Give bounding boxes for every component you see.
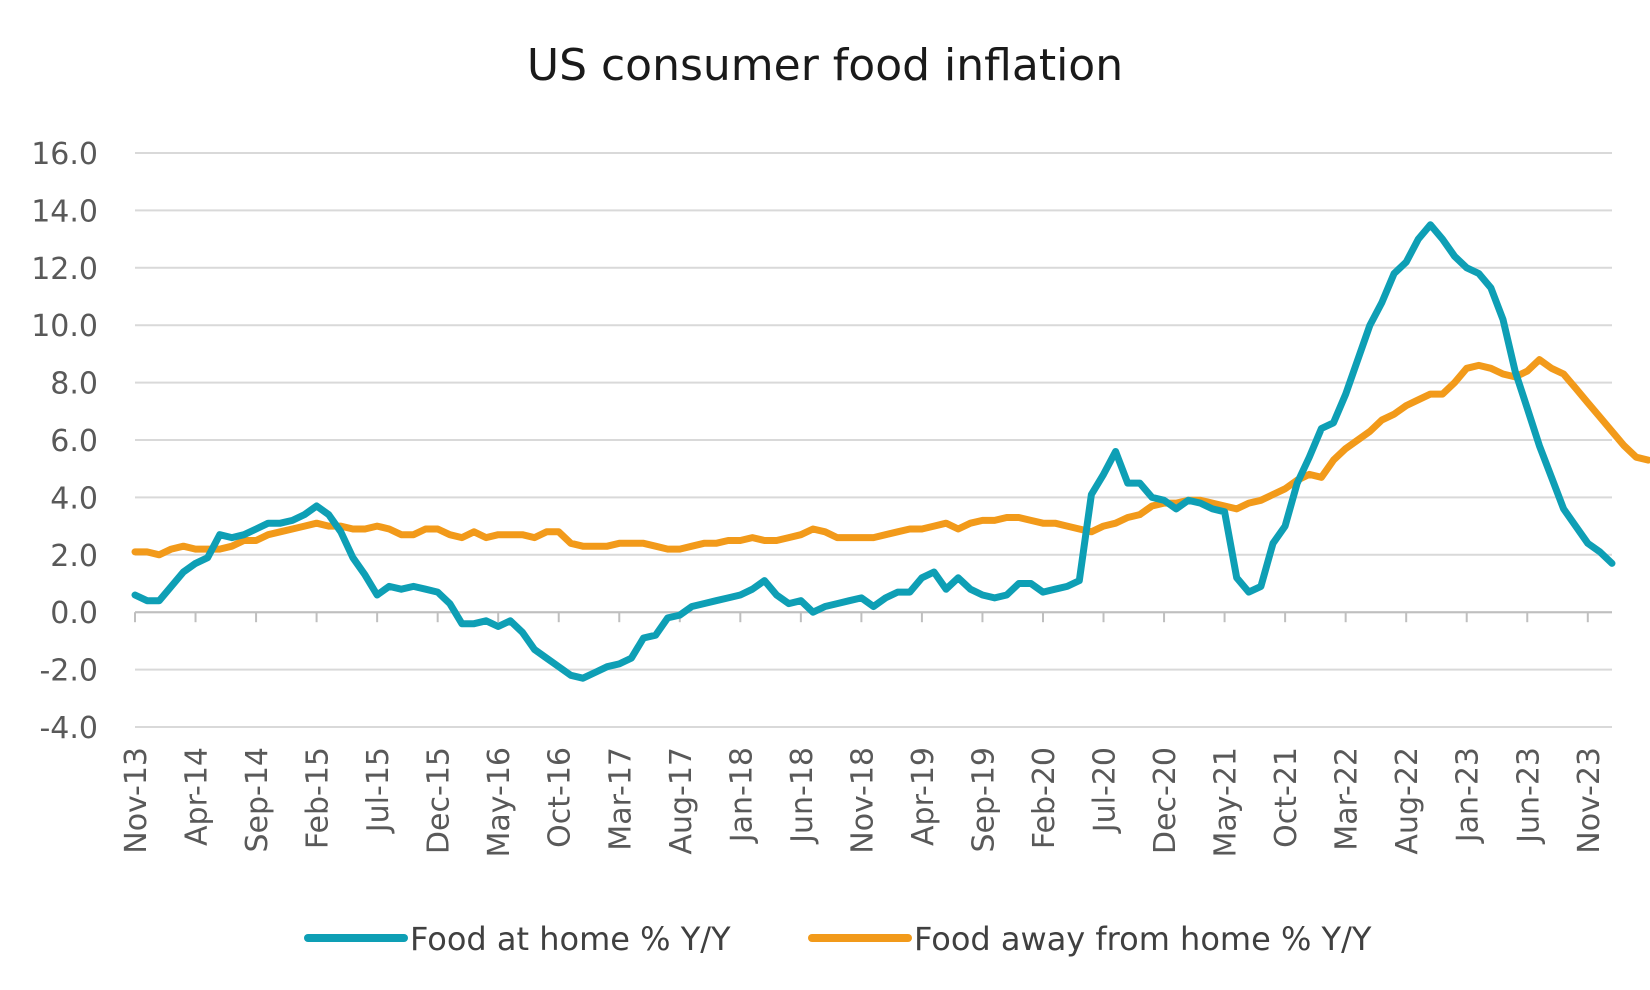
chart-title: US consumer food inflation (526, 40, 1124, 91)
x-tick-label: Dec-15 (422, 747, 457, 854)
gridlines (135, 152, 1612, 728)
x-tick-label: Aug-22 (1390, 747, 1425, 855)
x-tick-label: Sep-19 (966, 747, 1001, 853)
x-tick-label: Apr-14 (180, 747, 215, 846)
x-tick-label: Oct-21 (1269, 747, 1304, 848)
y-tick-label: 12.0 (31, 252, 98, 287)
y-tick-label: 0.0 (50, 596, 98, 631)
legend-label: Food at home % Y/Y (410, 920, 731, 958)
series-line-0 (131, 221, 1616, 682)
x-tick-label: Jan-23 (1451, 747, 1486, 844)
y-tick-label: 10.0 (31, 309, 98, 344)
x-tick-label: Oct-16 (543, 747, 578, 848)
x-axis-ticks: Nov-13 Apr-14 Sep-14 Feb-15 Jul-15 Dec-15 May-… (119, 612, 1607, 858)
y-tick-label: -2.0 (39, 654, 98, 689)
y-tick-label: 6.0 (50, 424, 98, 459)
x-tick-label: Aug-17 (664, 747, 699, 855)
x-tick-label: Dec-20 (1148, 747, 1183, 854)
x-tick-label: Jul-15 (361, 747, 396, 834)
x-tick-label: Feb-20 (1027, 747, 1062, 849)
x-tick-label: Nov-23 (1572, 747, 1607, 854)
x-tick-label: Sep-14 (240, 747, 275, 853)
x-tick-label: Mar-17 (603, 747, 638, 851)
y-tick-label: 16.0 (31, 137, 98, 172)
y-tick-label: 4.0 (50, 481, 98, 516)
y-tick-label: 8.0 (50, 367, 98, 402)
y-axis-ticks: 16.0 14.0 12.0 10.0 8.0 6.0 4.0 2.0 0.0 -2.0 -4.0 (31, 137, 98, 746)
y-tick-label: 14.0 (31, 194, 98, 229)
y-tick-label: -4.0 (39, 711, 98, 746)
x-tick-label: May-21 (1209, 747, 1244, 858)
x-tick-label: Nov-13 (119, 747, 154, 854)
legend-label: Food away from home % Y/Y (914, 920, 1372, 958)
x-tick-label: Jun-18 (785, 747, 820, 845)
x-tick-label: Jan-18 (724, 747, 759, 844)
series-line-1 (131, 356, 1650, 559)
x-tick-label: Mar-22 (1330, 747, 1365, 851)
x-tick-label: Nov-18 (845, 747, 880, 854)
x-tick-label: Apr-19 (906, 747, 941, 846)
x-tick-label: Feb-15 (301, 747, 336, 849)
x-tick-label: Jul-20 (1088, 747, 1123, 834)
y-tick-label: 2.0 (50, 539, 98, 574)
x-tick-label: May-16 (482, 747, 517, 858)
legend: Food at home % Y/Y Food away from home % … (304, 920, 1372, 958)
series-lines (131, 221, 1650, 682)
x-tick-label: Jun-23 (1511, 747, 1546, 845)
